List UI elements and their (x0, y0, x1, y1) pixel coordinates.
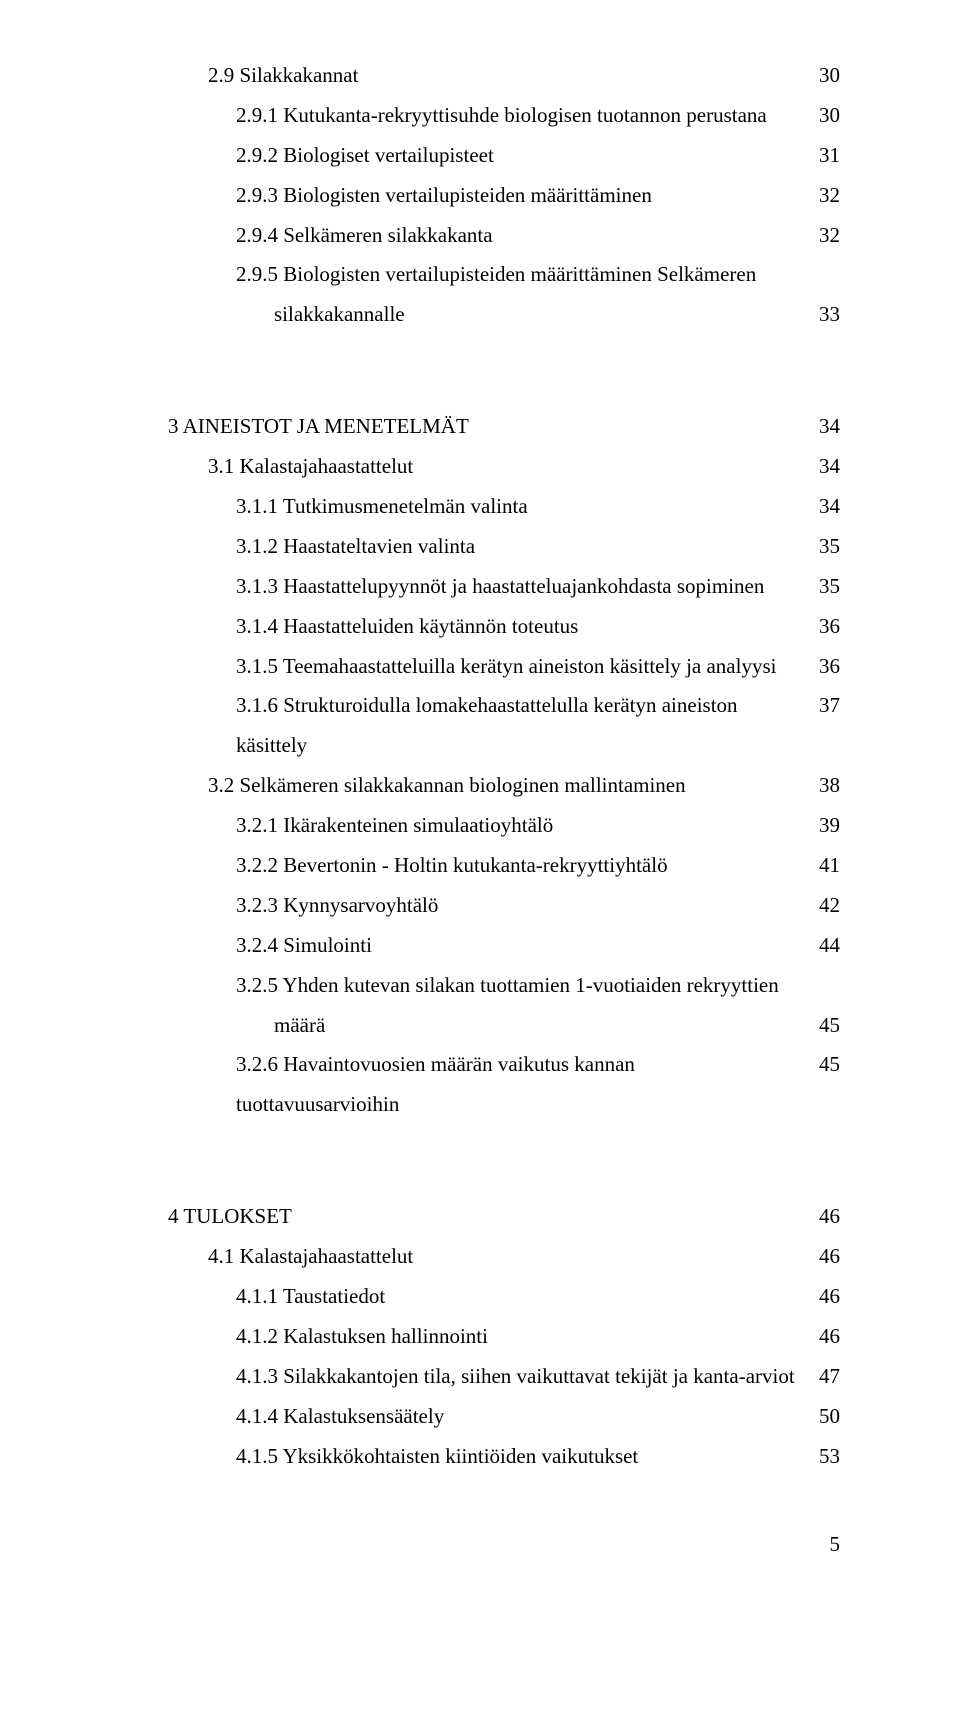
toc-entry: 3.2.4 Simulointi44 (168, 926, 840, 966)
toc-entry: 4.1.4 Kalastuksensäätely50 (168, 1397, 840, 1437)
toc-entry-label: 3.1 Kalastajahaastattelut (208, 447, 812, 487)
toc-entry-page: 41 (812, 846, 840, 886)
toc-entry-label: 4.1.4 Kalastuksensäätely (236, 1397, 812, 1437)
toc-entry: 3.1.2 Haastateltavien valinta35 (168, 527, 840, 567)
toc-entry-page: 45 (812, 1006, 840, 1046)
toc-entry-label: 3.1.5 Teemahaastatteluilla kerätyn ainei… (236, 647, 812, 687)
toc-entry: 4.1.2 Kalastuksen hallinnointi46 (168, 1317, 840, 1357)
toc-entry-label: 3.2.5 Yhden kutevan silakan tuottamien 1… (236, 966, 840, 1006)
toc-entry-page: 34 (812, 447, 840, 487)
toc-entry: 3.2.1 Ikärakenteinen simulaatioyhtälö39 (168, 806, 840, 846)
toc-entry-label: 3.1.1 Tutkimusmenetelmän valinta (236, 487, 812, 527)
toc-entry-label: 3.1.3 Haastattelupyynnöt ja haastattelua… (236, 567, 812, 607)
toc-entry-label: 3.1.2 Haastateltavien valinta (236, 527, 812, 567)
toc-entry-label: 3 AINEISTOT JA MENETELMÄT (168, 407, 812, 447)
toc-entry-page: 30 (812, 96, 840, 136)
section-gap (168, 335, 840, 407)
toc-entry-page: 37 (812, 686, 840, 726)
toc-entry-page: 35 (812, 527, 840, 567)
toc-entry-label: 2.9.3 Biologisten vertailupisteiden määr… (236, 176, 812, 216)
toc-entry: 3.2.6 Havaintovuosien määrän vaikutus ka… (168, 1045, 840, 1125)
toc-entry-page: 47 (812, 1357, 840, 1397)
toc-entry: 2.9.5 Biologisten vertailupisteiden määr… (168, 255, 840, 295)
toc-entry: 2.9.3 Biologisten vertailupisteiden määr… (168, 176, 840, 216)
toc-entry-page: 53 (812, 1437, 840, 1477)
toc-entry-page: 42 (812, 886, 840, 926)
toc-entry: 3.1.6 Strukturoidulla lomakehaastattelul… (168, 686, 840, 766)
toc-entry-label: 2.9.2 Biologiset vertailupisteet (236, 136, 812, 176)
toc-entry: 2.9.1 Kutukanta-rekryyttisuhde biologise… (168, 96, 840, 136)
toc-entry-page: 33 (812, 295, 840, 335)
toc-entry-page: 36 (812, 647, 840, 687)
toc-entry-label: 2.9.5 Biologisten vertailupisteiden määr… (236, 255, 840, 295)
toc-entry-label: määrä (274, 1006, 812, 1046)
toc-entry-label: 4 TULOKSET (168, 1197, 812, 1237)
toc-entry: 3 AINEISTOT JA MENETELMÄT34 (168, 407, 840, 447)
toc-entry: 3.2.5 Yhden kutevan silakan tuottamien 1… (168, 966, 840, 1006)
toc-entry-page: 32 (812, 216, 840, 256)
toc-entry-label: 4.1.1 Taustatiedot (236, 1277, 812, 1317)
toc-entry: 2.9.4 Selkämeren silakkakanta32 (168, 216, 840, 256)
toc-entry-continuation: määrä45 (168, 1006, 840, 1046)
toc-entry: 4 TULOKSET46 (168, 1197, 840, 1237)
toc-entry-label: 4.1 Kalastajahaastattelut (208, 1237, 812, 1277)
toc-entry-page: 46 (812, 1317, 840, 1357)
toc-entry: 3.1.3 Haastattelupyynnöt ja haastattelua… (168, 567, 840, 607)
toc-entry-page: 31 (812, 136, 840, 176)
toc-entry-label: 3.2.1 Ikärakenteinen simulaatioyhtälö (236, 806, 812, 846)
toc-entry-page: 36 (812, 607, 840, 647)
toc-entry-page: 30 (812, 56, 840, 96)
toc-entry-label: 4.1.5 Yksikkökohtaisten kiintiöiden vaik… (236, 1437, 812, 1477)
toc-entry-label: 2.9 Silakkakannat (208, 56, 812, 96)
table-of-contents: 2.9 Silakkakannat302.9.1 Kutukanta-rekry… (168, 56, 840, 1477)
toc-entry-label: 3.2.2 Bevertonin - Holtin kutukanta-rekr… (236, 846, 812, 886)
toc-entry: 2.9 Silakkakannat30 (168, 56, 840, 96)
toc-entry: 3.1.1 Tutkimusmenetelmän valinta34 (168, 487, 840, 527)
toc-entry-label: 3.2.4 Simulointi (236, 926, 812, 966)
toc-entry-label: 3.2.3 Kynnysarvoyhtälö (236, 886, 812, 926)
toc-entry: 4.1.5 Yksikkökohtaisten kiintiöiden vaik… (168, 1437, 840, 1477)
toc-entry-label: 3.1.4 Haastatteluiden käytännön toteutus (236, 607, 812, 647)
toc-entry-label: 3.1.6 Strukturoidulla lomakehaastattelul… (236, 686, 812, 766)
toc-entry: 4.1.3 Silakkakantojen tila, siihen vaiku… (168, 1357, 840, 1397)
toc-entry-page: 45 (812, 1045, 840, 1085)
toc-entry-label: 4.1.3 Silakkakantojen tila, siihen vaiku… (236, 1357, 812, 1397)
toc-entry-continuation: silakkakannalle33 (168, 295, 840, 335)
toc-entry-page: 50 (812, 1397, 840, 1437)
toc-entry: 3.1.4 Haastatteluiden käytännön toteutus… (168, 607, 840, 647)
toc-entry: 4.1.1 Taustatiedot46 (168, 1277, 840, 1317)
toc-entry-page: 38 (812, 766, 840, 806)
toc-entry: 3.1 Kalastajahaastattelut34 (168, 447, 840, 487)
toc-entry: 3.2 Selkämeren silakkakannan biologinen … (168, 766, 840, 806)
toc-entry-page: 46 (812, 1237, 840, 1277)
toc-entry-label: 3.2 Selkämeren silakkakannan biologinen … (208, 766, 812, 806)
toc-entry-page: 32 (812, 176, 840, 216)
toc-entry-label: 2.9.4 Selkämeren silakkakanta (236, 216, 812, 256)
toc-entry: 3.2.3 Kynnysarvoyhtälö42 (168, 886, 840, 926)
page-number: 5 (168, 1525, 840, 1565)
toc-entry-page: 46 (812, 1277, 840, 1317)
toc-entry-label: 4.1.2 Kalastuksen hallinnointi (236, 1317, 812, 1357)
toc-entry-label: 2.9.1 Kutukanta-rekryyttisuhde biologise… (236, 96, 812, 136)
section-gap (168, 1125, 840, 1197)
toc-entry-label: silakkakannalle (274, 295, 812, 335)
toc-entry-page: 39 (812, 806, 840, 846)
toc-entry-page: 34 (812, 487, 840, 527)
toc-entry-page: 46 (812, 1197, 840, 1237)
toc-entry-page: 35 (812, 567, 840, 607)
toc-entry-label: 3.2.6 Havaintovuosien määrän vaikutus ka… (236, 1045, 812, 1125)
toc-entry: 4.1 Kalastajahaastattelut46 (168, 1237, 840, 1277)
toc-entry: 3.1.5 Teemahaastatteluilla kerätyn ainei… (168, 647, 840, 687)
toc-entry: 3.2.2 Bevertonin - Holtin kutukanta-rekr… (168, 846, 840, 886)
toc-entry: 2.9.2 Biologiset vertailupisteet31 (168, 136, 840, 176)
toc-entry-page: 44 (812, 926, 840, 966)
toc-entry-page: 34 (812, 407, 840, 447)
